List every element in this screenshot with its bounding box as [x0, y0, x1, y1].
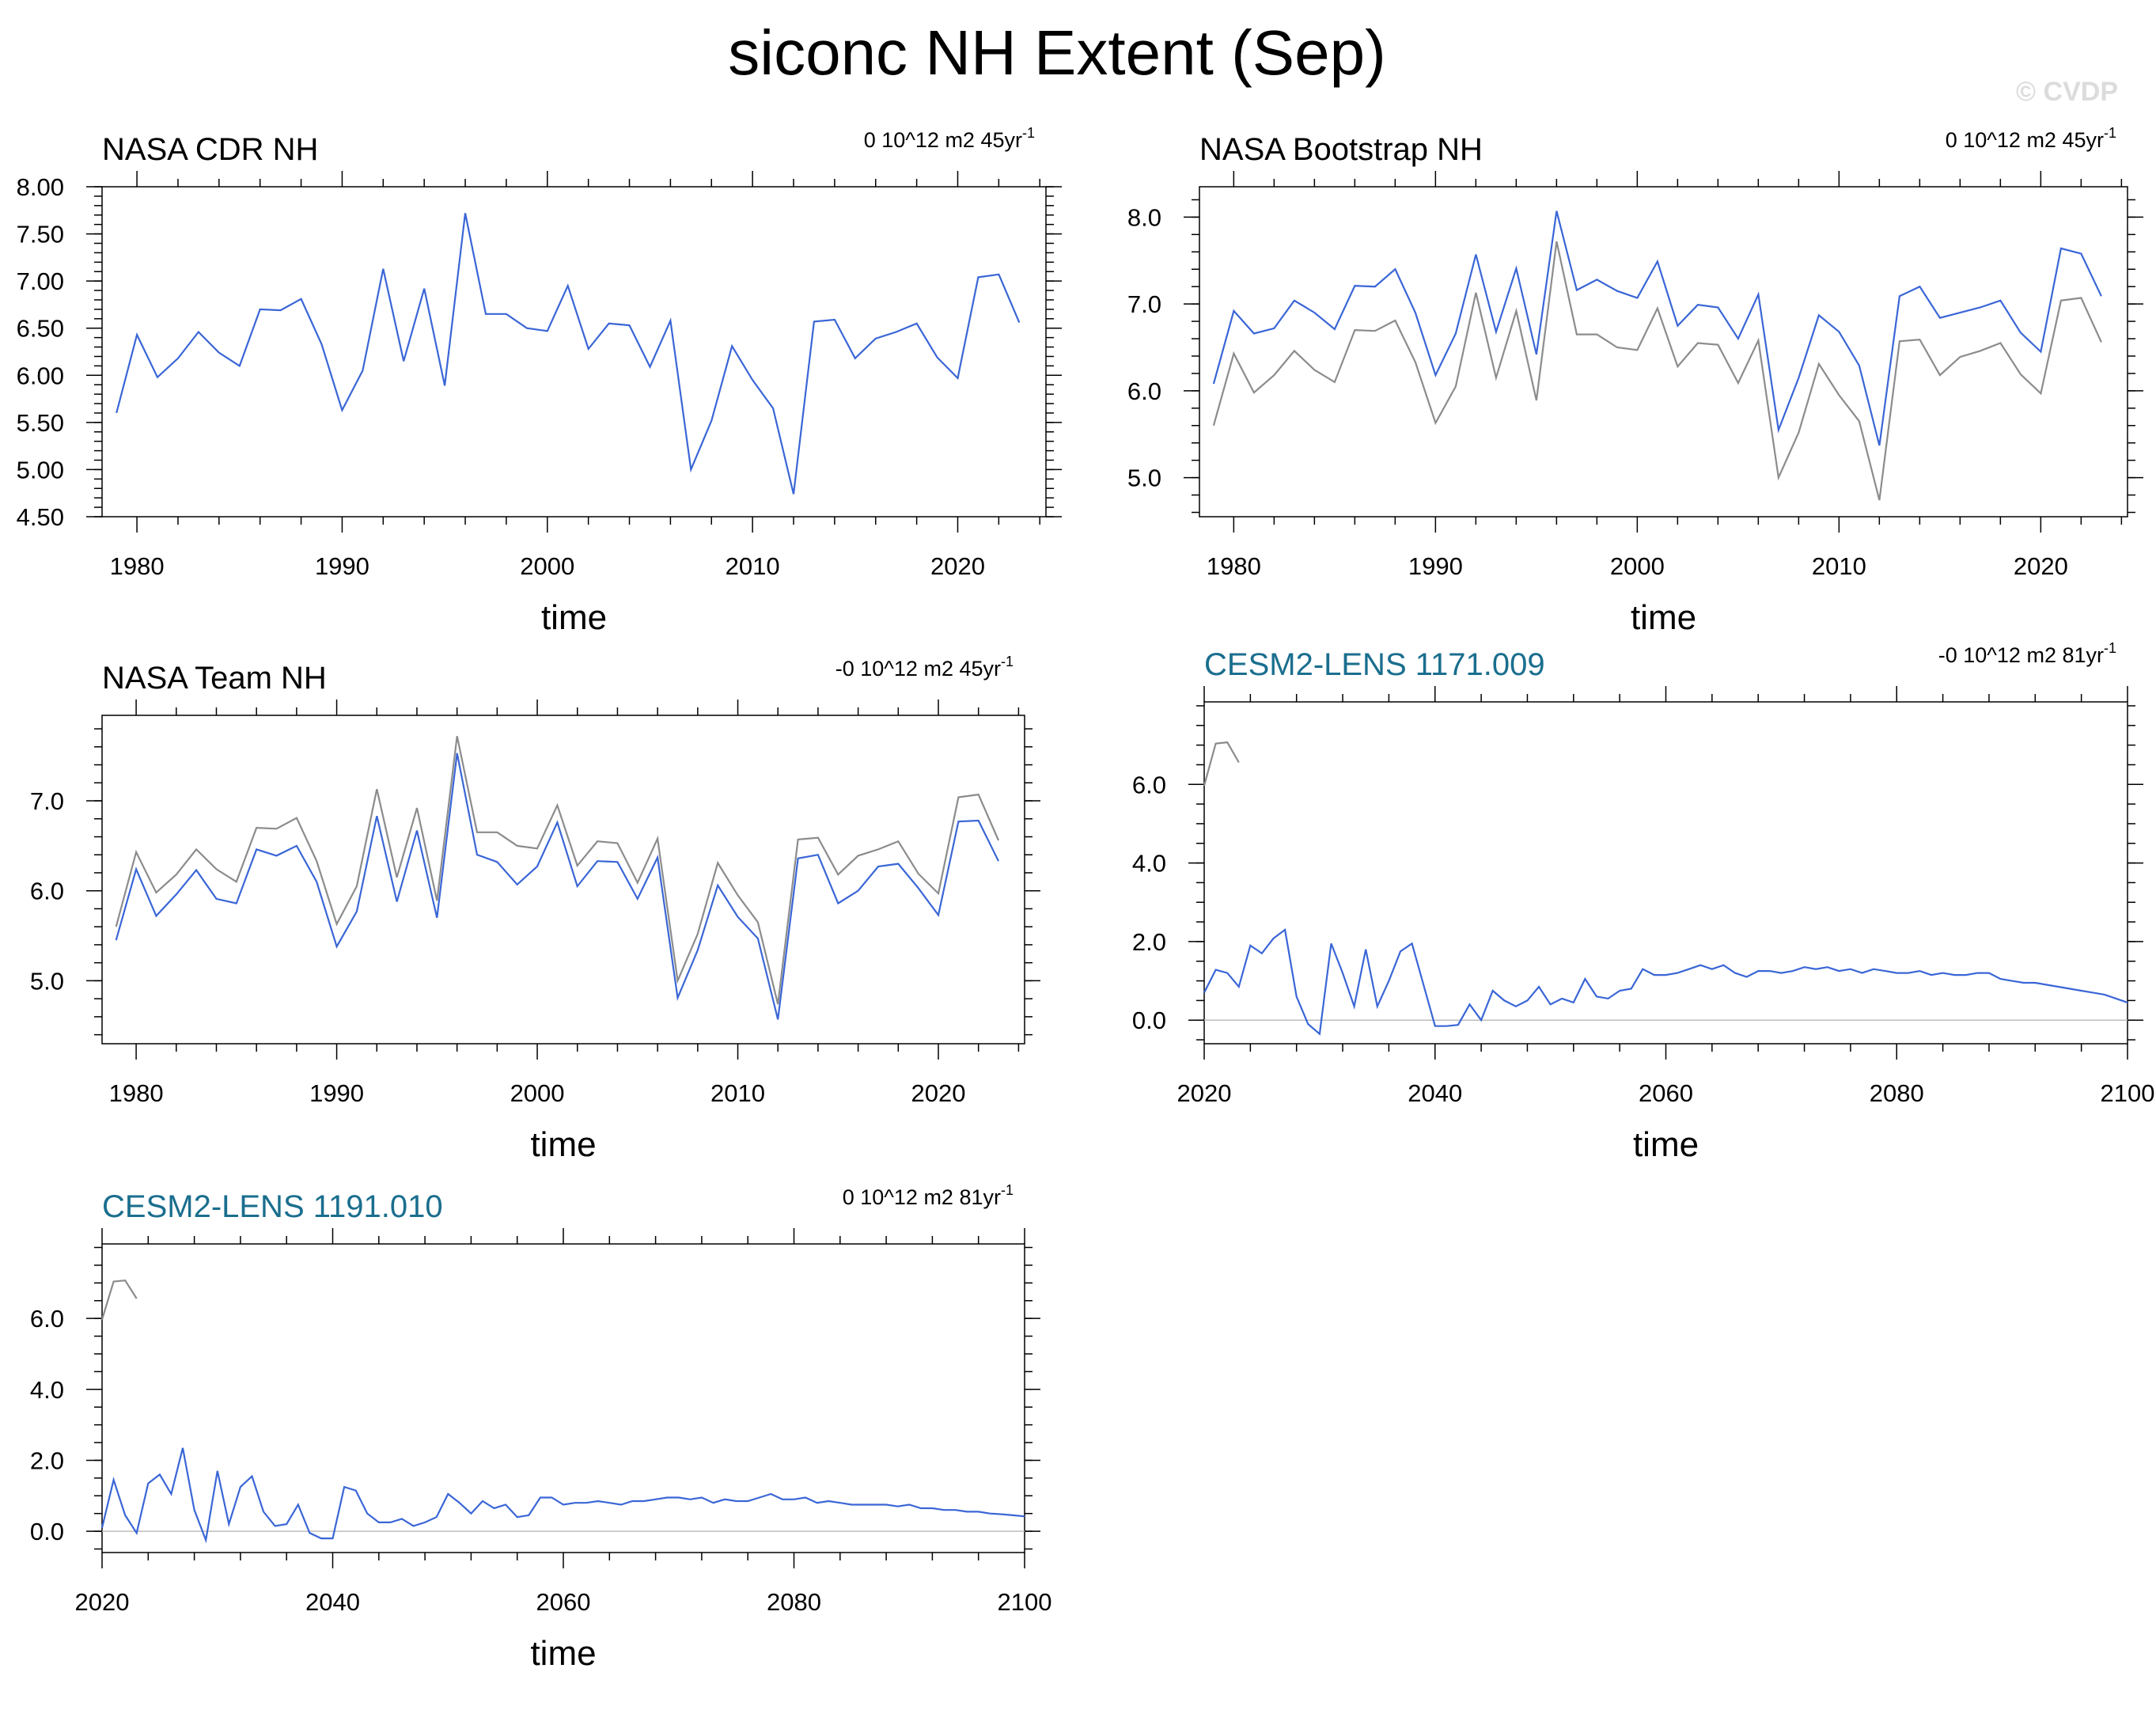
x-tick-label: 2040 [1408, 1079, 1462, 1107]
panel-title: NASA Team NH [102, 661, 327, 696]
trend-exponent: -1 [2104, 125, 2116, 141]
trend-exponent: -1 [1022, 125, 1035, 141]
plot-frame [101, 1243, 1025, 1553]
x-tick-label: 1990 [315, 552, 369, 580]
y-tick-label: 4.0 [30, 1376, 64, 1404]
trend-annotation: -0 10^12 m2 45yr-1 [835, 654, 1014, 681]
x-tick-label: 2010 [1812, 552, 1866, 580]
x-tick-label: 1990 [309, 1079, 364, 1107]
x-tick-label: 2020 [75, 1588, 130, 1616]
plot-frame [1199, 186, 2128, 518]
trend-annotation: -0 10^12 m2 81yr-1 [1938, 640, 2116, 667]
y-tick-label: 2.0 [1132, 928, 1166, 956]
trend-text: 0 10^12 m2 45yr [864, 128, 1022, 152]
y-tick-label: 4.0 [1132, 850, 1166, 878]
x-tick-label: 2000 [510, 1079, 565, 1107]
trend-text: -0 10^12 m2 45yr [835, 657, 1001, 681]
panel-2: NASA Bootstrap NH 0 10^12 m2 45yr-1 5.0 6.0… [1127, 125, 2143, 637]
y-tick-label: 7.50 [17, 221, 64, 248]
trend-text: 0 10^12 m2 81yr [843, 1185, 1001, 1209]
copyright-watermark: © CVDP [2016, 77, 2118, 107]
y-tick-label: 2.0 [30, 1446, 64, 1474]
x-axis-label: time [1631, 598, 1696, 637]
x-tick-label: 2020 [911, 1079, 966, 1107]
x-tick-label: 2020 [930, 552, 985, 580]
panel-title: CESM2-LENS 1191.010 [102, 1189, 443, 1224]
y-tick-label: 7.0 [30, 787, 64, 815]
reference-obs-series-line [115, 735, 1000, 1005]
trend-exponent: -1 [2104, 640, 2116, 656]
y-tick-label: 8.00 [17, 173, 64, 201]
trend-text: -0 10^12 m2 81yr [1938, 643, 2104, 667]
y-tick-label: 5.00 [17, 456, 64, 483]
y-tick-label: 6.0 [30, 878, 64, 905]
x-tick-label: 2020 [1177, 1079, 1232, 1107]
series-line [115, 753, 999, 1020]
series-line [1212, 210, 2102, 446]
x-tick-label: 2080 [1870, 1079, 1924, 1107]
y-tick-label: 6.0 [30, 1305, 64, 1333]
panel-1: NASA CDR NH 0 10^12 m2 45yr-1 4.50 5.00 5.50… [17, 125, 1062, 637]
y-tick-label: 7.00 [17, 267, 64, 295]
x-tick-label: 2100 [2101, 1079, 2155, 1107]
reference-obs-series-line [1212, 241, 2102, 501]
panel-title: CESM2-LENS 1171.009 [1204, 647, 1545, 682]
trend-annotation: 0 10^12 m2 45yr-1 [1946, 125, 2116, 152]
y-tick-label: 4.50 [17, 503, 64, 531]
series-line [1203, 928, 2128, 1036]
y-tick-label: 5.0 [1127, 464, 1161, 492]
trend-annotation: 0 10^12 m2 81yr-1 [843, 1182, 1014, 1209]
panel-3: NASA Team NH -0 10^12 m2 45yr-1 5.0 6.0 7.0 1… [30, 654, 1040, 1164]
panel-title: NASA Bootstrap NH [1199, 132, 1483, 167]
trend-text: 0 10^12 m2 45yr [1946, 128, 2104, 152]
x-tick-label: 2060 [536, 1588, 591, 1616]
x-tick-label: 2000 [1610, 552, 1665, 580]
x-tick-label: 2000 [520, 552, 574, 580]
x-tick-label: 2040 [305, 1588, 360, 1616]
x-tick-label: 1990 [1408, 552, 1463, 580]
x-tick-label: 2060 [1639, 1079, 1693, 1107]
x-axis-label: time [1633, 1125, 1699, 1164]
x-tick-label: 1980 [109, 1079, 164, 1107]
y-tick-label: 0.0 [1132, 1007, 1166, 1034]
x-tick-label: 1980 [110, 552, 165, 580]
x-axis-label: time [541, 598, 607, 637]
y-tick-label: 8.0 [1127, 203, 1161, 231]
plot-frame [101, 186, 1047, 518]
x-tick-label: 2080 [767, 1588, 821, 1616]
x-axis-label: time [530, 1634, 596, 1673]
y-tick-label: 6.0 [1127, 377, 1161, 405]
y-tick-label: 6.50 [17, 315, 64, 343]
panel-4: CESM2-LENS 1171.009 -0 10^12 m2 81yr-1 0.0… [1132, 640, 2155, 1164]
y-tick-label: 0.0 [30, 1518, 64, 1545]
reference-obs-series-line [100, 1280, 138, 1320]
x-axis-label: time [530, 1125, 596, 1164]
plot-frame [1203, 701, 2128, 1045]
y-tick-label: 7.0 [1127, 290, 1161, 318]
y-tick-label: 6.0 [1132, 771, 1166, 798]
x-tick-label: 2020 [2014, 552, 2068, 580]
x-tick-label: 1980 [1207, 552, 1261, 580]
reference-obs-series-line [1203, 741, 1240, 787]
y-tick-label: 5.0 [30, 967, 64, 995]
x-tick-label: 2100 [998, 1588, 1052, 1616]
y-tick-label: 5.50 [17, 409, 64, 437]
figure-title: siconc NH Extent (Sep) [728, 17, 1385, 88]
x-tick-label: 2010 [710, 1079, 765, 1107]
panels: NASA CDR NH 0 10^12 m2 45yr-14.505.005.50… [17, 125, 2155, 1673]
x-tick-label: 2010 [726, 552, 780, 580]
series-line [116, 213, 1021, 495]
trend-exponent: -1 [1001, 654, 1014, 669]
y-tick-label: 6.00 [17, 362, 64, 389]
trend-exponent: -1 [1001, 1182, 1014, 1198]
panel-5: CESM2-LENS 1191.010 0 10^12 m2 81yr-1 0.0 2… [30, 1182, 1052, 1673]
plot-frame [101, 715, 1025, 1045]
series-line [100, 1447, 1025, 1544]
panel-title: NASA CDR NH [102, 132, 318, 167]
trend-annotation: 0 10^12 m2 45yr-1 [864, 125, 1035, 152]
